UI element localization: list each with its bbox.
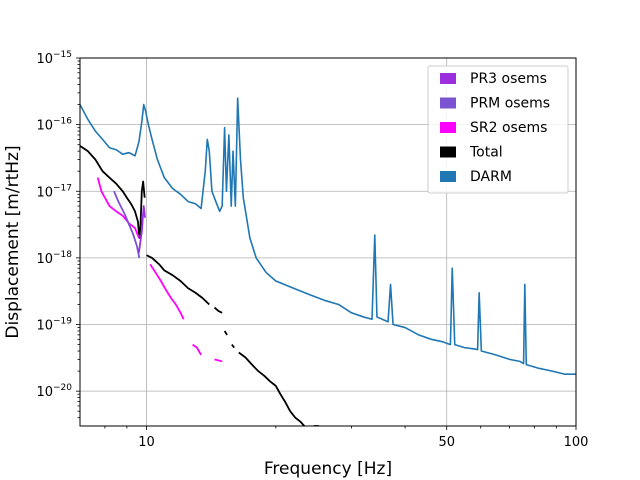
y-tick-label: 10−20 — [36, 383, 72, 400]
series-line-total — [146, 254, 210, 306]
series-line-sr2-osems — [96, 177, 140, 239]
series-line-total — [223, 330, 228, 336]
series-line-sr2-osems — [149, 263, 185, 320]
series-line-total — [231, 344, 235, 349]
y-tick-label: 10−19 — [36, 317, 72, 334]
legend-label-total: Total — [469, 145, 503, 161]
series-line-sr2-osems — [214, 358, 223, 363]
legend-label-darm: DARM — [470, 169, 512, 185]
y-axis-label: Displacement [m/rtHz] — [3, 145, 23, 338]
series-line-total — [80, 145, 146, 239]
legend-label-prm-osems: PRM osems — [470, 96, 550, 112]
series-line-total — [238, 351, 305, 426]
x-tick-label: 100 — [564, 435, 589, 450]
x-tick-label: 10 — [138, 435, 155, 450]
x-tick-label: 50 — [438, 435, 455, 450]
y-tick-label: 10−15 — [36, 50, 72, 67]
plot-frame — [79, 57, 577, 427]
y-tick-label: 10−18 — [36, 250, 72, 267]
series-line-darm — [80, 97, 576, 375]
legend-swatch-total — [440, 146, 456, 158]
series-layer — [80, 97, 576, 426]
x-axis-label: Frequency [Hz] — [264, 459, 392, 479]
legend-swatch-darm — [440, 171, 456, 182]
series-line-pr3-osems — [138, 205, 146, 253]
series-line-total — [213, 306, 223, 314]
legend-swatch-prm-osems — [440, 97, 456, 109]
series-line-prm-osems — [113, 190, 141, 259]
axis-ticks: 10 50 100 10−20 10−19 10−18 10−17 10−16 10−15 — [36, 50, 588, 450]
legend-box — [427, 65, 569, 194]
legend: PR3 osems PRM osems SR2 osems Total DARM — [427, 65, 569, 194]
legend-label-pr3-osems: PR3 osems — [470, 71, 547, 87]
legend-swatch-sr2-osems — [440, 122, 456, 133]
legend-label-sr2-osems: SR2 osems — [470, 120, 547, 136]
legend-swatch-pr3-osems — [440, 73, 456, 84]
series-line-sr2-osems — [192, 343, 202, 356]
y-tick-label: 10−17 — [36, 183, 72, 200]
y-tick-label: 10−16 — [36, 117, 72, 134]
